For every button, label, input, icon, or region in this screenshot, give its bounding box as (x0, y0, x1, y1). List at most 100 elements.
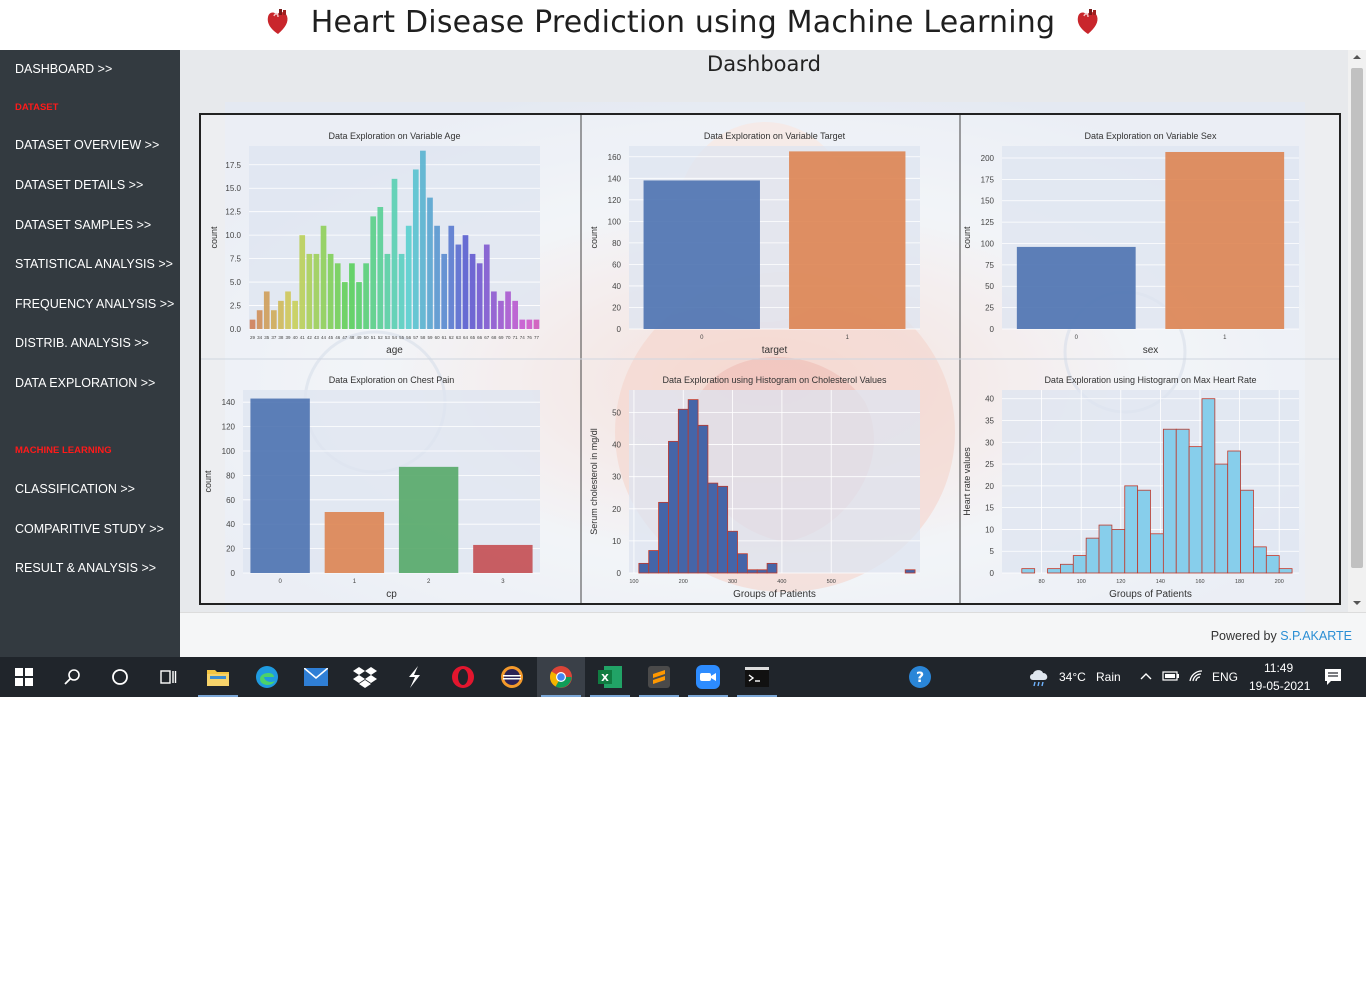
heart-icon (1078, 9, 1098, 34)
y-axis-label: Serum cholesterol in mg/dl (589, 428, 599, 535)
bar (391, 178, 398, 329)
x-tick-label: 53 (385, 335, 391, 340)
sidebar-item-classification[interactable]: CLASSIFICATION >> (15, 482, 135, 496)
sidebar: DASHBOARD >> DATASET DATASET OVERVIEW >>… (0, 50, 180, 657)
excel-icon[interactable]: X (586, 657, 634, 697)
wifi-icon[interactable] (1188, 669, 1204, 683)
sidebar-item-dashboard[interactable]: DASHBOARD >> (15, 62, 113, 76)
edge-icon[interactable] (243, 657, 291, 697)
x-tick-label: 80 (1039, 579, 1045, 585)
chart-title: Data Exploration on Variable Sex (1085, 131, 1217, 141)
chart-chest-pain-panel: Data Exploration on Chest Pain 0 20 40 60 80 1… (201, 359, 581, 603)
x-tick-label: 66 (477, 335, 483, 340)
histogram-bar (1137, 489, 1151, 574)
start-icon[interactable] (0, 657, 48, 697)
chart-target-panel: Data Exploration on Variable Target 0 20 40… (581, 115, 960, 359)
bar (455, 244, 462, 329)
x-tick-label: 55 (399, 335, 405, 340)
y-tick-label: 60 (612, 260, 621, 269)
weather-description[interactable]: Rain (1096, 670, 1121, 684)
sidebar-item-data-exploration[interactable]: DATA EXPLORATION >> (15, 376, 156, 390)
dropbox-icon[interactable] (341, 657, 389, 697)
x-tick-label: 37 (271, 335, 277, 340)
zoom-icon[interactable] (684, 657, 732, 697)
bar (363, 263, 369, 329)
bar (250, 398, 310, 573)
terminal-icon[interactable] (733, 657, 781, 697)
chrome-icon[interactable] (537, 657, 585, 697)
histogram-bar (1072, 555, 1087, 574)
histogram-bar (648, 550, 659, 574)
x-tick-label: 67 (484, 335, 490, 340)
search-icon[interactable] (48, 657, 96, 697)
x-tick-label: 1 (846, 335, 850, 341)
chart-age: Data Exploration on Variable Age 0.0 2.5 5.… (209, 131, 540, 356)
language-indicator[interactable]: ENG (1212, 670, 1239, 684)
sidebar-item-distrib-analysis[interactable]: DISTRIB. ANALYSIS >> (15, 336, 149, 350)
histogram-bar (1175, 428, 1190, 574)
scroll-down-icon[interactable] (1352, 598, 1362, 608)
sidebar-item-dataset-details[interactable]: DATASET DETAILS >> (15, 178, 144, 192)
eclipse-icon[interactable] (488, 657, 536, 697)
x-tick-label: 54 (392, 335, 398, 340)
y-tick-label: 50 (985, 282, 994, 291)
x-tick-label: 38 (278, 335, 284, 340)
x-tick-label: 42 (307, 335, 313, 340)
histogram-bar (1098, 524, 1113, 574)
histogram-bar (756, 569, 768, 574)
sidebar-item-dataset-overview[interactable]: DATASET OVERVIEW >> (15, 138, 160, 152)
bar (420, 150, 426, 329)
bar (384, 253, 391, 329)
notification-icon[interactable] (1324, 668, 1342, 686)
sidebar-item-frequency-analysis[interactable]: FREQUENCY ANALYSIS >> (15, 297, 175, 311)
scrollbar-thumb[interactable] (1351, 68, 1363, 568)
bar (448, 225, 455, 329)
y-tick-label: 80 (226, 471, 235, 480)
clock-date[interactable]: 19-05-2021 (1249, 679, 1311, 693)
x-tick-label: 2 (427, 579, 431, 585)
x-tick-label: 200 (679, 579, 688, 585)
y-tick-label: 15.0 (225, 184, 241, 193)
x-tick-label: 39 (286, 335, 292, 340)
chart-heart-rate-panel: Data Exploration using Histogram on Max … (960, 359, 1339, 603)
chart-chest-pain: Data Exploration on Chest Pain0204060801… (203, 375, 540, 600)
file-explorer-icon[interactable] (194, 657, 242, 697)
sidebar-item-comparitive-study[interactable]: COMPARITIVE STUDY >> (15, 522, 164, 536)
app-s-icon[interactable] (390, 657, 438, 697)
y-axis-label: Heart rate values (962, 447, 972, 516)
svg-text:X: X (601, 673, 609, 684)
y-tick-label: 0.0 (230, 325, 242, 334)
help-icon[interactable]: ? (896, 657, 944, 697)
task-view-icon[interactable] (144, 657, 192, 697)
x-tick-label: 46 (335, 335, 341, 340)
scroll-up-icon[interactable] (1352, 52, 1362, 62)
sidebar-item-statistical-analysis[interactable]: STATISTICAL ANALYSIS >> (15, 257, 173, 271)
x-tick-label: 69 (498, 335, 504, 340)
sidebar-item-dataset-samples[interactable]: DATASET SAMPLES >> (15, 218, 152, 232)
y-tick-label: 0 (617, 569, 622, 578)
bar (320, 225, 327, 329)
bar (519, 319, 526, 329)
chevron-up-icon[interactable] (1140, 671, 1152, 681)
x-tick-label: 0 (278, 579, 282, 585)
footer-powered-by: Powered by (1210, 629, 1277, 643)
x-tick-label: 50 (364, 335, 370, 340)
main-content: Dashboard Data Exploration on Variable A… (180, 50, 1348, 612)
y-axis-label: count (209, 226, 219, 249)
battery-icon[interactable] (1162, 670, 1180, 682)
y-axis-label: count (589, 226, 599, 249)
clock-time[interactable]: 11:49 (1264, 661, 1294, 675)
weather-temperature[interactable]: 34°C (1059, 670, 1086, 684)
y-tick-label: 20 (985, 482, 994, 491)
sublime-text-icon[interactable] (635, 657, 683, 697)
x-tick-label: 45 (328, 335, 334, 340)
cortana-icon[interactable] (96, 657, 144, 697)
x-tick-label: 3 (501, 579, 505, 585)
sidebar-item-result-analysis[interactable]: RESULT & ANALYSIS >> (15, 561, 157, 575)
bar (292, 300, 298, 329)
y-tick-label: 40 (985, 395, 994, 404)
mail-icon[interactable] (292, 657, 340, 697)
footer-author-link[interactable]: S.P.AKARTE (1280, 629, 1352, 643)
opera-icon[interactable] (439, 657, 487, 697)
x-tick-label: 57 (413, 335, 419, 340)
